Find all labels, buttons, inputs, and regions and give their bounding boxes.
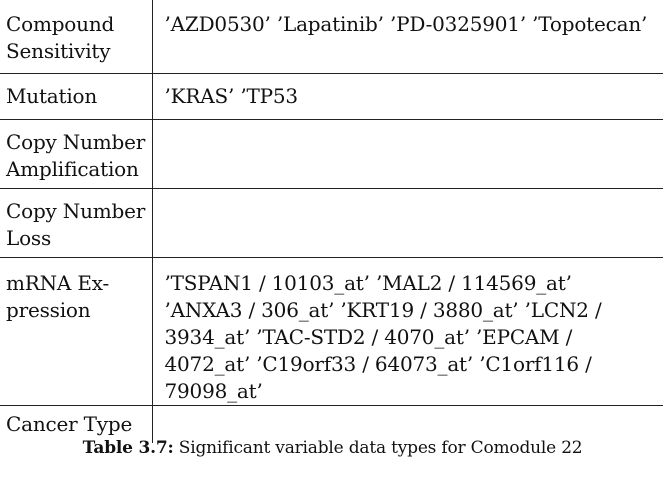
data-types-table: Compound Sensitivity ’AZD0530’ ’Lapatini… [0,0,663,443]
row-value [152,119,663,189]
row-value: ’AZD0530’ ’Lapatinib’ ’PD-0325901’ ’Topo… [152,0,663,74]
row-value [152,188,663,258]
table-row: Compound Sensitivity ’AZD0530’ ’Lapatini… [0,0,663,74]
table-row: Copy Number Loss [0,188,663,258]
row-label: mRNA Ex-pression [0,257,153,406]
row-value: ’TSPAN1 / 10103_at’ ’MAL2 / 114569_at’ ’… [152,257,663,406]
caption-label: Table 3.7: [82,438,174,458]
row-label: Copy Number Loss [0,188,153,258]
row-value: ’KRAS’ ’TP53 [152,73,663,120]
table-row: Cancer Type [0,405,663,443]
table-row: Mutation ’KRAS’ ’TP53 [0,73,663,120]
table-caption: Table 3.7: Significant variable data typ… [0,438,665,458]
row-label: Compound Sensitivity [0,0,153,74]
caption-text: Significant variable data types for Como… [173,438,583,458]
row-label: Copy Number Amplification [0,119,153,189]
row-label: Cancer Type [0,405,153,443]
table-row: Copy Number Amplification [0,119,663,189]
row-label: Mutation [0,73,153,120]
table-row: mRNA Ex-pression ’TSPAN1 / 10103_at’ ’MA… [0,257,663,406]
